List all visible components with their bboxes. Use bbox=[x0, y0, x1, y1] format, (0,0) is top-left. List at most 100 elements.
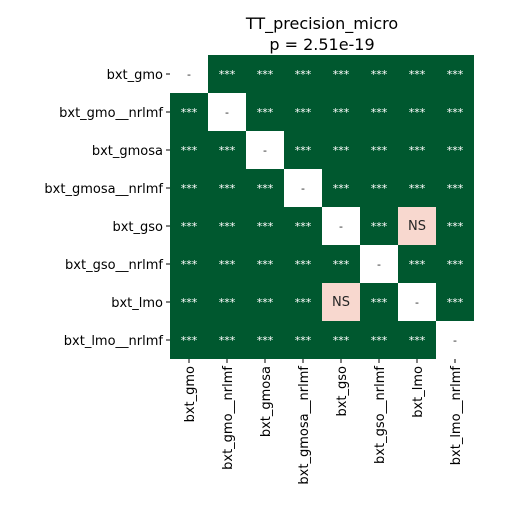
cell-label-r1-c1: - bbox=[225, 106, 229, 119]
cell-label-r4-c2: *** bbox=[257, 220, 274, 233]
cell-label-r4-c5: *** bbox=[371, 220, 388, 233]
heatmap-cell-r6-c1 bbox=[208, 283, 246, 321]
heatmap-cell-r0-c6 bbox=[398, 55, 436, 93]
cell-label-r3-c3: - bbox=[301, 182, 305, 195]
heatmap-cell-r5-c7 bbox=[436, 245, 474, 283]
cell-label-r2-c3: *** bbox=[295, 144, 312, 157]
cell-label-r5-c1: *** bbox=[219, 258, 236, 271]
cell-label-r6-c4: NS bbox=[332, 295, 350, 310]
heatmap-cell-r3-c2 bbox=[246, 169, 284, 207]
cell-label-r7-c7: - bbox=[453, 334, 457, 347]
heatmap-cell-r2-c2 bbox=[246, 131, 284, 169]
row-label-2: bxt_gmosa bbox=[92, 144, 163, 159]
cell-label-r5-c2: *** bbox=[257, 258, 274, 271]
row-label-4: bxt_gso bbox=[112, 220, 163, 235]
heatmap-cell-r2-c0 bbox=[170, 131, 208, 169]
cell-label-r2-c5: *** bbox=[371, 144, 388, 157]
cell-label-r6-c3: *** bbox=[295, 296, 312, 309]
heatmap-cell-r2-c7 bbox=[436, 131, 474, 169]
heatmap-cell-r3-c6 bbox=[398, 169, 436, 207]
heatmap-cell-r4-c5 bbox=[360, 207, 398, 245]
heatmap-cell-r2-c5 bbox=[360, 131, 398, 169]
heatmap-cell-r5-c4 bbox=[322, 245, 360, 283]
column-label-7: bxt_lmo__nrlmf bbox=[449, 366, 464, 466]
heatmap-cell-r1-c4 bbox=[322, 93, 360, 131]
heatmap-cell-r3-c0 bbox=[170, 169, 208, 207]
heatmap-cell-r6-c5 bbox=[360, 283, 398, 321]
cell-label-r7-c2: *** bbox=[257, 334, 274, 347]
cell-label-r7-c0: *** bbox=[181, 334, 198, 347]
row-label-3: bxt_gmosa__nrlmf bbox=[44, 182, 163, 197]
cell-label-r7-c1: *** bbox=[219, 334, 236, 347]
cell-label-r6-c0: *** bbox=[181, 296, 198, 309]
cell-label-r5-c5: - bbox=[377, 258, 381, 271]
cell-label-r0-c1: *** bbox=[219, 68, 236, 81]
column-label-4: bxt_gso bbox=[335, 366, 350, 417]
heatmap-cell-r1-c6 bbox=[398, 93, 436, 131]
cell-label-r1-c3: *** bbox=[295, 106, 312, 119]
heatmap-cell-r0-c4 bbox=[322, 55, 360, 93]
heatmap-cell-r7-c2 bbox=[246, 321, 284, 359]
column-label-0: bxt_gmo bbox=[183, 366, 198, 422]
cell-label-r2-c6: *** bbox=[409, 144, 426, 157]
heatmap-cell-r6-c4 bbox=[322, 283, 360, 321]
row-label-6: bxt_lmo bbox=[111, 296, 163, 311]
cell-label-r3-c6: *** bbox=[409, 182, 426, 195]
column-label-3: bxt_gmosa__nrlmf bbox=[297, 366, 312, 485]
heatmap-cell-r4-c0 bbox=[170, 207, 208, 245]
heatmap-cell-r3-c4 bbox=[322, 169, 360, 207]
column-label-6: bxt_lmo bbox=[411, 366, 426, 418]
cell-label-r3-c7: *** bbox=[447, 182, 464, 195]
cell-label-r5-c7: *** bbox=[447, 258, 464, 271]
cell-label-r0-c5: *** bbox=[371, 68, 388, 81]
cell-label-r3-c0: *** bbox=[181, 182, 198, 195]
heatmap-cell-r1-c0 bbox=[170, 93, 208, 131]
heatmap-cell-r6-c3 bbox=[284, 283, 322, 321]
heatmap-cell-r6-c2 bbox=[246, 283, 284, 321]
cell-label-r1-c7: *** bbox=[447, 106, 464, 119]
heatmap-cell-r5-c1 bbox=[208, 245, 246, 283]
cell-label-r1-c2: *** bbox=[257, 106, 274, 119]
heatmap-cell-r1-c5 bbox=[360, 93, 398, 131]
row-label-7: bxt_lmo__nrlmf bbox=[64, 334, 164, 349]
cell-label-r3-c5: *** bbox=[371, 182, 388, 195]
cell-label-r6-c2: *** bbox=[257, 296, 274, 309]
heatmap-cell-r1-c7 bbox=[436, 93, 474, 131]
cell-label-r5-c4: *** bbox=[333, 258, 350, 271]
cell-label-r1-c0: *** bbox=[181, 106, 198, 119]
heatmap-cell-r4-c3 bbox=[284, 207, 322, 245]
row-labels: bxt_gmo bxt_gmo__nrlmf bxt_gmosa bxt_gmosa_… bbox=[44, 68, 170, 349]
heatmap-cell-r3-c1 bbox=[208, 169, 246, 207]
cell-label-r7-c3: *** bbox=[295, 334, 312, 347]
heatmap-cell-r6-c0 bbox=[170, 283, 208, 321]
heatmap-cell-r4-c1 bbox=[208, 207, 246, 245]
cell-label-r7-c6: *** bbox=[409, 334, 426, 347]
heatmap-cell-r4-c2 bbox=[246, 207, 284, 245]
cell-label-r6-c5: *** bbox=[371, 296, 388, 309]
cell-label-r2-c4: *** bbox=[333, 144, 350, 157]
heatmap-cell-r4-c7 bbox=[436, 207, 474, 245]
heatmap-cell-r5-c5 bbox=[360, 245, 398, 283]
cell-label-r6-c6: - bbox=[415, 296, 419, 309]
cell-label-r5-c0: *** bbox=[181, 258, 198, 271]
heatmap-cell-r0-c1 bbox=[208, 55, 246, 93]
cell-label-r4-c3: *** bbox=[295, 220, 312, 233]
cell-label-r3-c4: *** bbox=[333, 182, 350, 195]
cell-label-r6-c7: *** bbox=[447, 296, 464, 309]
heatmap-cell-r4-c4 bbox=[322, 207, 360, 245]
heatmap-cell-r0-c3 bbox=[284, 55, 322, 93]
cell-label-r3-c2: *** bbox=[257, 182, 274, 195]
heatmap-cell-r7-c5 bbox=[360, 321, 398, 359]
heatmap-cell-r5-c3 bbox=[284, 245, 322, 283]
heatmap-cell-r7-c1 bbox=[208, 321, 246, 359]
heatmap-cell-r0-c0 bbox=[170, 55, 208, 93]
heatmap-cell-r1-c2 bbox=[246, 93, 284, 131]
column-label-2: bxt_gmosa bbox=[259, 366, 274, 437]
heatmap-cell-r3-c5 bbox=[360, 169, 398, 207]
heatmap-cell-r7-c7 bbox=[436, 321, 474, 359]
chart-subtitle: p = 2.51e-19 bbox=[269, 35, 374, 54]
heatmap-cell-r3-c7 bbox=[436, 169, 474, 207]
cell-label-r4-c0: *** bbox=[181, 220, 198, 233]
heatmap-cell-r1-c3 bbox=[284, 93, 322, 131]
